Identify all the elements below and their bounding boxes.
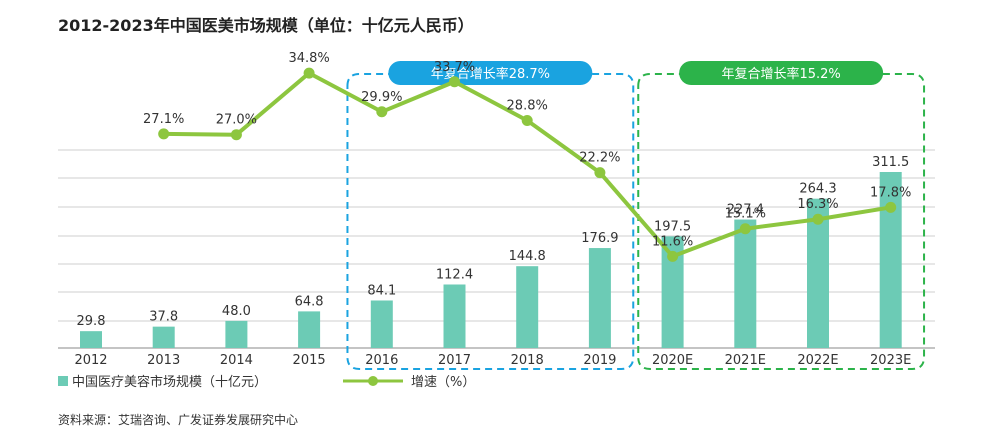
bar-label-2018: 144.8: [509, 249, 546, 264]
bar-value-labels: 29.8 37.8 48.0 64.8 84.1 112.4 144.8 176.9 197.5…: [77, 155, 910, 329]
x-tick-2023E: 2023E: [870, 353, 911, 368]
x-tick-2017: 2017: [438, 353, 471, 368]
chart-title: 2012-2023年中国医美市场规模（单位：十亿元人民币）: [58, 16, 474, 35]
bar-2017: [443, 284, 466, 348]
cagr-boxes: 年复合增长率28.7% 年复合增长率15.2%: [346, 61, 926, 370]
bar-2013: [152, 326, 175, 348]
growth-point-2014: [230, 129, 242, 141]
growth-label-2021E: 15.1%: [725, 207, 766, 222]
cagr-label-2: 年复合增长率15.2%: [721, 66, 840, 82]
x-tick-2014: 2014: [220, 353, 253, 368]
cagr-label-1: 年复合增长率28.7%: [431, 66, 550, 82]
x-tick-2016: 2016: [365, 353, 398, 368]
bar-label-2016: 84.1: [367, 283, 396, 298]
bar-2019: [588, 248, 611, 348]
bar-label-2023E: 311.5: [872, 155, 909, 170]
bar-label-2019: 176.9: [581, 231, 618, 246]
bar-2012: [80, 331, 102, 348]
bar-label-2020E: 197.5: [654, 219, 691, 234]
bar-2015: [298, 311, 321, 348]
growth-point-2013: [158, 128, 170, 140]
growth-point-2016: [376, 106, 388, 118]
growth-label-2018: 28.8%: [507, 98, 548, 113]
growth-label-2016: 29.9%: [361, 90, 402, 105]
growth-label-2022E: 16.3%: [797, 197, 838, 212]
growth-point-2023E: [885, 201, 897, 213]
gridlines: [58, 149, 935, 349]
growth-label-2023E: 17.8%: [870, 185, 911, 200]
bar-2014: [225, 320, 248, 348]
growth-label-2013: 27.1%: [143, 112, 184, 127]
growth-point-2015: [303, 67, 315, 79]
bar-2023E: [879, 172, 902, 348]
x-axis-labels: 2012 2013 2014 2015 2016 2017 2018 2019 2020E 202…: [74, 353, 911, 368]
bar-label-2012: 29.8: [77, 314, 106, 329]
growth-point-2022E: [812, 213, 824, 225]
source-note: 资料来源：艾瑞咨询、广发证券发展研究中心: [58, 413, 299, 427]
x-tick-2013: 2013: [147, 353, 180, 368]
cagr-box-1: [346, 73, 635, 370]
growth-point-2019: [594, 167, 606, 179]
bar-label-2022E: 264.3: [799, 182, 836, 197]
x-tick-2020E: 2020E: [652, 353, 693, 368]
legend-bar-swatch: [58, 375, 68, 386]
x-tick-2015: 2015: [293, 353, 326, 368]
cagr-pill-1: [388, 61, 593, 85]
bar-2016: [370, 300, 393, 348]
x-tick-2012: 2012: [74, 353, 107, 368]
bar-label-2015: 64.8: [295, 294, 324, 309]
legend-line-item: 增速（%）: [341, 371, 475, 390]
growth-label-2019: 22.2%: [579, 151, 620, 166]
growth-label-2017: 33.7%: [434, 60, 475, 75]
x-tick-2019: 2019: [583, 353, 616, 368]
x-tick-2021E: 2021E: [725, 353, 766, 368]
growth-point-2021E: [739, 223, 751, 235]
legend-bar-item: 中国医疗美容市场规模（十亿元）: [58, 371, 267, 390]
growth-point-2020E: [667, 250, 679, 262]
bar-series: [80, 172, 902, 348]
bar-label-2014: 48.0: [222, 304, 251, 319]
x-tick-2022E: 2022E: [797, 353, 838, 368]
bar-2018: [516, 266, 539, 348]
bar-2020E: [661, 236, 684, 348]
legend-line-swatch: [343, 375, 403, 386]
cagr-box-2: [637, 73, 926, 370]
growth-label-2014: 27.0%: [216, 113, 257, 128]
growth-point-2017: [449, 76, 460, 88]
bar-2021E: [734, 219, 757, 348]
bar-label-2021E: 227.4: [727, 203, 764, 218]
growth-label-2020E: 11.6%: [652, 234, 693, 249]
growth-line-series: 27.1% 27.0% 34.8% 29.9% 33.7% 28.8% 22.2% 11.6%…: [143, 51, 911, 262]
x-tick-2018: 2018: [511, 353, 544, 368]
bar-label-2017: 112.4: [436, 267, 473, 282]
bar-label-2013: 37.8: [149, 310, 178, 325]
bar-2022E: [807, 198, 829, 348]
growth-label-2015: 34.8%: [288, 51, 329, 66]
legend-line-label: 增速（%）: [411, 375, 476, 390]
cagr-pill-2: [679, 61, 884, 85]
growth-point-2018: [521, 114, 533, 126]
legend-bar-label: 中国医疗美容市场规模（十亿元）: [72, 375, 268, 390]
